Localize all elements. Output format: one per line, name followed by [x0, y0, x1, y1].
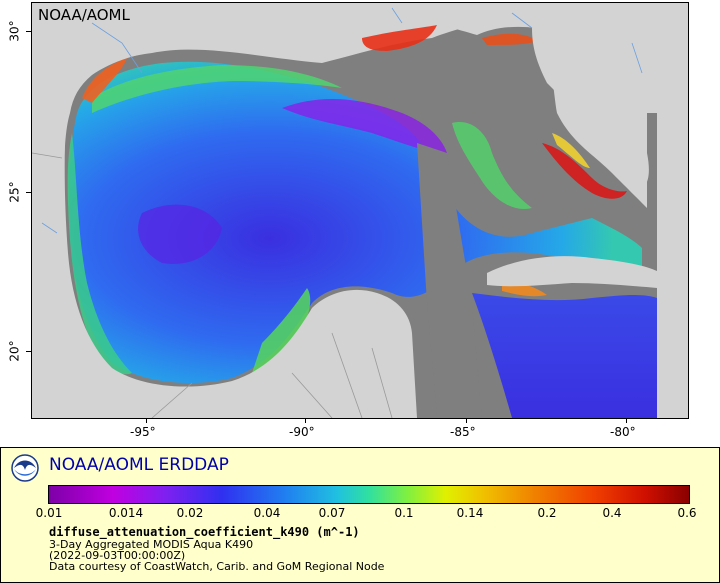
colorbar-tick-label: 0.14 [456, 506, 484, 520]
red-coast-texas [82, 58, 127, 103]
colorbar [48, 485, 690, 504]
lon-tick-mark [146, 418, 147, 423]
red-coast-florida-panhandle [482, 33, 537, 45]
green-coastal-band-west [67, 133, 132, 375]
green-yucatan-band [252, 288, 311, 375]
colorbar-tick-label: 0.1 [394, 506, 414, 520]
lat-tick-mark [26, 31, 31, 32]
cuba-landmass [487, 256, 657, 288]
map-plot-area: NOAA/AOML [31, 2, 689, 419]
attribution-text: Data courtesy of CoastWatch, Carib. and … [49, 560, 385, 573]
red-coast-south-florida [542, 143, 627, 199]
lat-tick-label: 25° [7, 181, 22, 203]
time-stamp: (2022-09-03T00:00:00Z) [49, 549, 186, 562]
lat-tick-label: 20° [7, 340, 22, 362]
lat-tick-label: 30° [7, 20, 22, 42]
purple-clear-water [282, 98, 447, 153]
us-landmass [32, 3, 688, 113]
legend-title: NOAA/AOML ERDDAP [49, 455, 229, 475]
variable-name: diffuse_attenuation_coefficient_k490 (m^… [49, 525, 360, 539]
lon-tick-label: -80° [610, 425, 636, 439]
colorbar-tick-label: 0.02 [176, 506, 204, 520]
caribbean-data [472, 293, 657, 418]
green-coastal-band-north [92, 65, 342, 113]
green-florida-shelf [452, 122, 532, 209]
colorbar-tick-label: 0.07 [318, 506, 346, 520]
cloud-stripe-east [417, 143, 482, 418]
colorbar-tick-label: 0.4 [602, 506, 622, 520]
noaa-logo-icon [11, 454, 39, 482]
colorbar-tick-label: 0.01 [35, 506, 63, 520]
lat-tick-mark [26, 351, 31, 352]
colorbar-tick-label: 0.014 [108, 506, 144, 520]
mexico-landmass [32, 113, 417, 418]
yellow-coast-florida [552, 133, 590, 168]
dataset-description: 3-Day Aggregated MODIS Aqua K490 [49, 538, 254, 551]
ocean-color-map [32, 3, 688, 418]
colorbar-tick-label: 0.04 [253, 506, 281, 520]
country-borders [32, 152, 393, 418]
gulf-ocean-data [69, 61, 642, 384]
florida-landmass [532, 28, 649, 189]
map-credit-label: NOAA/AOML [38, 6, 130, 24]
legend-panel: NOAA/AOML ERDDAP 0.01 0.014 0.02 0.04 0.… [0, 447, 720, 583]
lon-tick-mark [626, 418, 627, 423]
lon-tick-label: -90° [289, 425, 315, 439]
violet-patch [138, 204, 222, 264]
colorbar-tick-label: 0.6 [677, 506, 697, 520]
lat-tick-mark [26, 192, 31, 193]
river-lines [41, 7, 643, 234]
colorbar-tick-label: 0.2 [537, 506, 557, 520]
lon-tick-label: -95° [130, 425, 156, 439]
lon-tick-label: -85° [450, 425, 476, 439]
lon-tick-mark [466, 418, 467, 423]
red-coast-louisiana [362, 25, 437, 51]
lon-tick-mark [305, 418, 306, 423]
yucatan-landmass [312, 296, 410, 348]
